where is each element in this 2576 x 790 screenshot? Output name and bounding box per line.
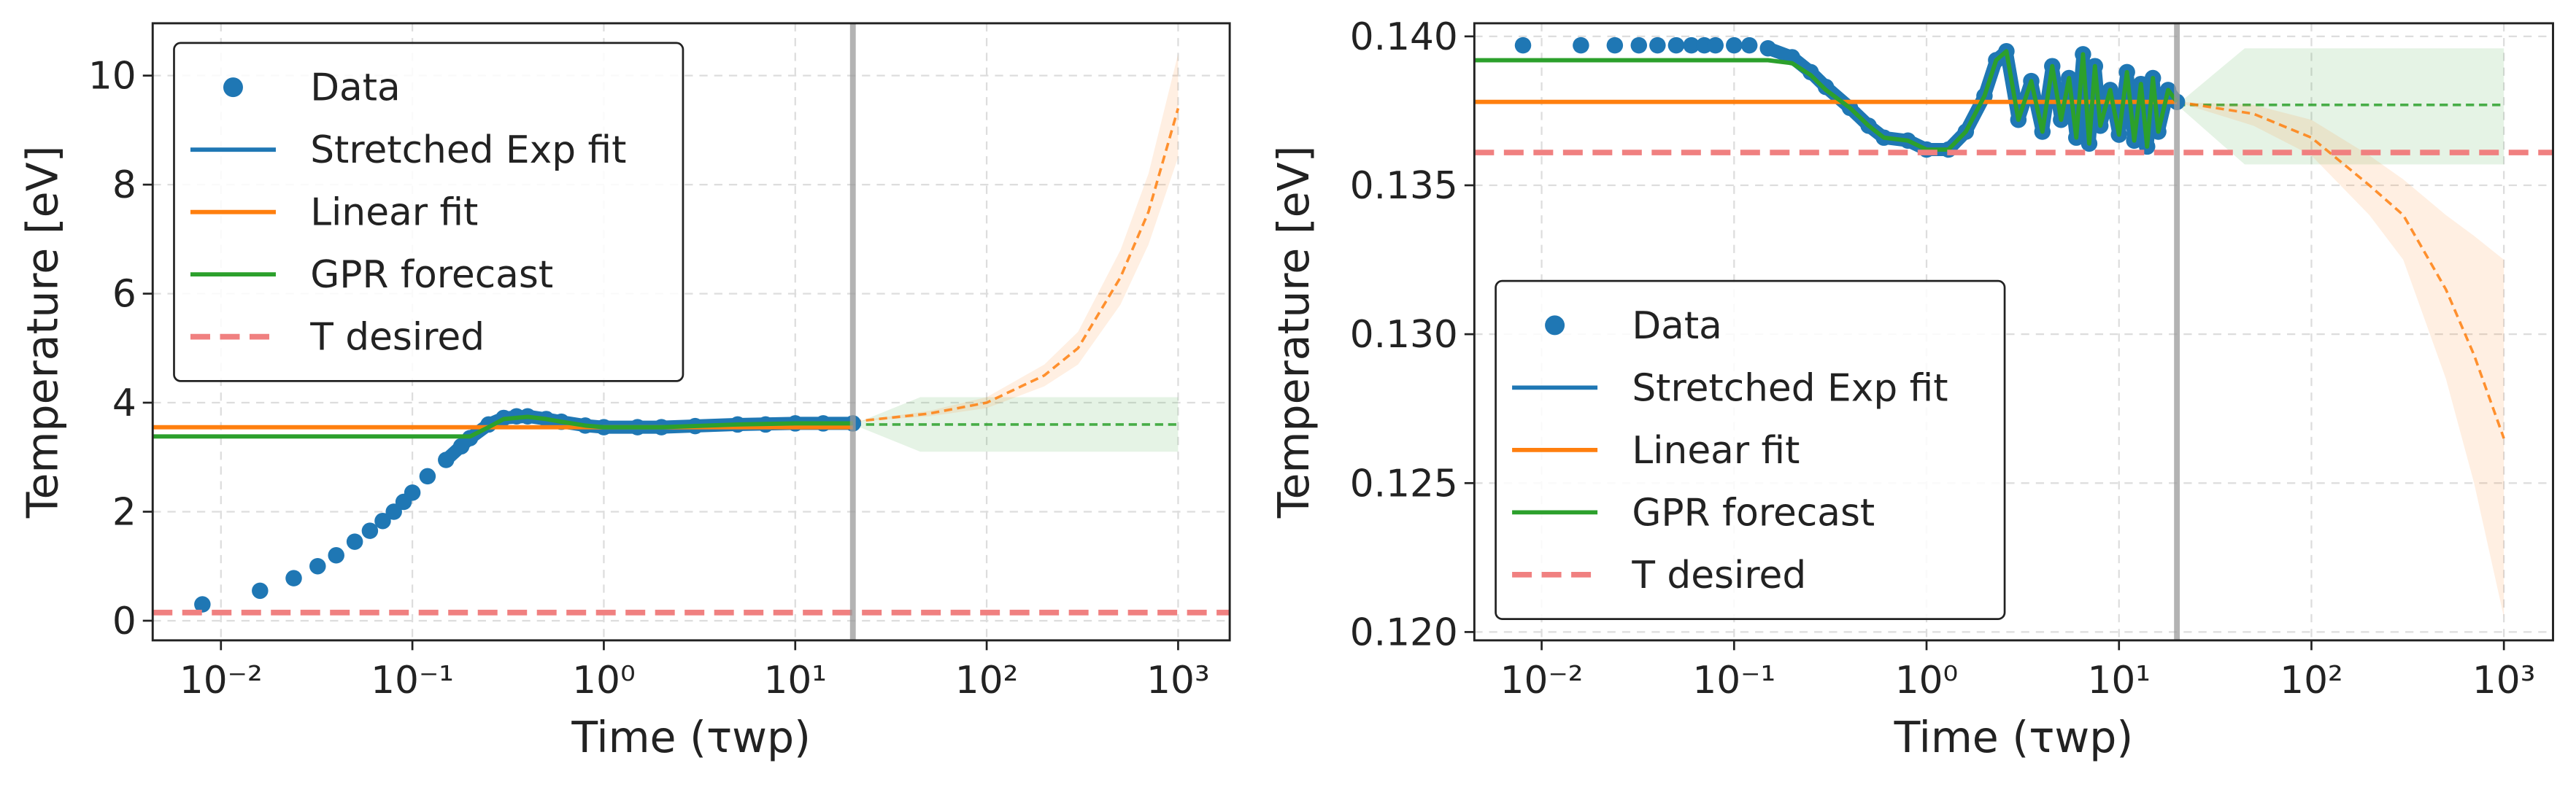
x-tick-label: 10³ <box>1146 659 1210 702</box>
y-tick-label: 0.135 <box>1350 164 1458 208</box>
x-tick-label: 10² <box>2280 659 2343 702</box>
legend-box <box>1495 279 2006 620</box>
y-tick-label: 0.120 <box>1350 611 1458 654</box>
data-point <box>419 468 436 485</box>
y-axis-label: Temperature [eV] <box>18 146 68 519</box>
legend-label: Linear fit <box>1632 429 1800 473</box>
legend-label: Data <box>310 66 401 110</box>
y-tick-label: 10 <box>88 55 136 98</box>
plot-area <box>153 23 1230 640</box>
forecast-band <box>2177 101 2504 618</box>
legend-label: Stretched Exp fit <box>1632 366 1948 410</box>
y-tick-label: 6 <box>112 273 136 317</box>
y-tick-label: 4 <box>112 382 136 425</box>
y-axis-label: Temperature [eV] <box>1269 146 1319 519</box>
x-tick-label: 10¹ <box>763 659 827 702</box>
y-tick-label: 0.140 <box>1350 15 1458 59</box>
data-point <box>361 522 379 539</box>
legend-label: Linear fit <box>310 191 478 235</box>
data-point <box>1683 36 1700 54</box>
y-tick-label: 0.130 <box>1350 313 1458 357</box>
data-point <box>328 547 344 564</box>
x-tick-label: 10³ <box>2472 659 2536 702</box>
x-axis-label: Time (τwp) <box>571 713 811 762</box>
data-point <box>1606 36 1624 54</box>
x-tick-label: 10⁰ <box>572 659 636 702</box>
series-line <box>153 414 853 439</box>
data-point <box>346 533 363 550</box>
legend-label: GPR forecast <box>310 253 553 297</box>
data-point <box>1649 36 1666 54</box>
y-tick-label: 2 <box>112 490 136 534</box>
legend-marker <box>1545 315 1565 336</box>
data-point <box>285 570 302 586</box>
chart-panel: 10⁻² 10⁻¹ 10⁰ 10¹ 10² 10³ 0.120 0.125 0.130 0.135… <box>1269 15 2554 762</box>
forecast-line <box>852 107 1180 423</box>
series-line <box>1474 49 2179 152</box>
data-point <box>1667 36 1685 54</box>
data-point <box>1726 36 1743 54</box>
y-tick-label: 8 <box>112 163 136 207</box>
legend-label: T desired <box>309 316 485 360</box>
legend-box <box>173 42 685 382</box>
data-point <box>1630 36 1648 54</box>
forecast-band <box>2177 48 2504 165</box>
data-point <box>252 582 269 600</box>
legend-label: Data <box>1632 304 1722 348</box>
data-point <box>1740 36 1758 54</box>
y-tick-label: 0.125 <box>1350 462 1458 506</box>
chart-panel: 10⁻² 10⁻¹ 10⁰ 10¹ 10² 10³ 0 2 4 6 8 10 Time (τwp) Tem… <box>18 22 1231 762</box>
forecast-line <box>2176 100 2505 439</box>
data-point <box>404 484 421 501</box>
x-tick-label: 10¹ <box>2087 659 2151 702</box>
legend-marker <box>223 77 243 98</box>
x-tick-label: 10⁻¹ <box>1692 659 1775 702</box>
axes-frame <box>151 22 1231 642</box>
data-point <box>1573 36 1589 54</box>
y-tick-label: 0 <box>112 600 136 643</box>
data-point <box>374 512 391 530</box>
data-point <box>194 596 211 613</box>
data-point <box>309 557 326 575</box>
x-axis-label: Time (τwp) <box>1894 713 2134 762</box>
x-tick-label: 10⁻² <box>180 659 263 702</box>
legend-label: GPR forecast <box>1632 491 1875 535</box>
forecast-band <box>852 53 1179 422</box>
axes-frame <box>1473 22 2554 642</box>
x-tick-label: 10² <box>955 659 1019 702</box>
x-tick-label: 10⁻¹ <box>371 659 454 702</box>
legend-label: Stretched Exp fit <box>310 128 626 172</box>
legend-label: T desired <box>1631 554 1806 597</box>
data-point <box>1514 36 1532 54</box>
x-tick-label: 10⁰ <box>1895 659 1959 702</box>
x-tick-label: 10⁻² <box>1500 659 1584 702</box>
data-point <box>1707 36 1724 54</box>
plot-area <box>1474 23 2553 640</box>
